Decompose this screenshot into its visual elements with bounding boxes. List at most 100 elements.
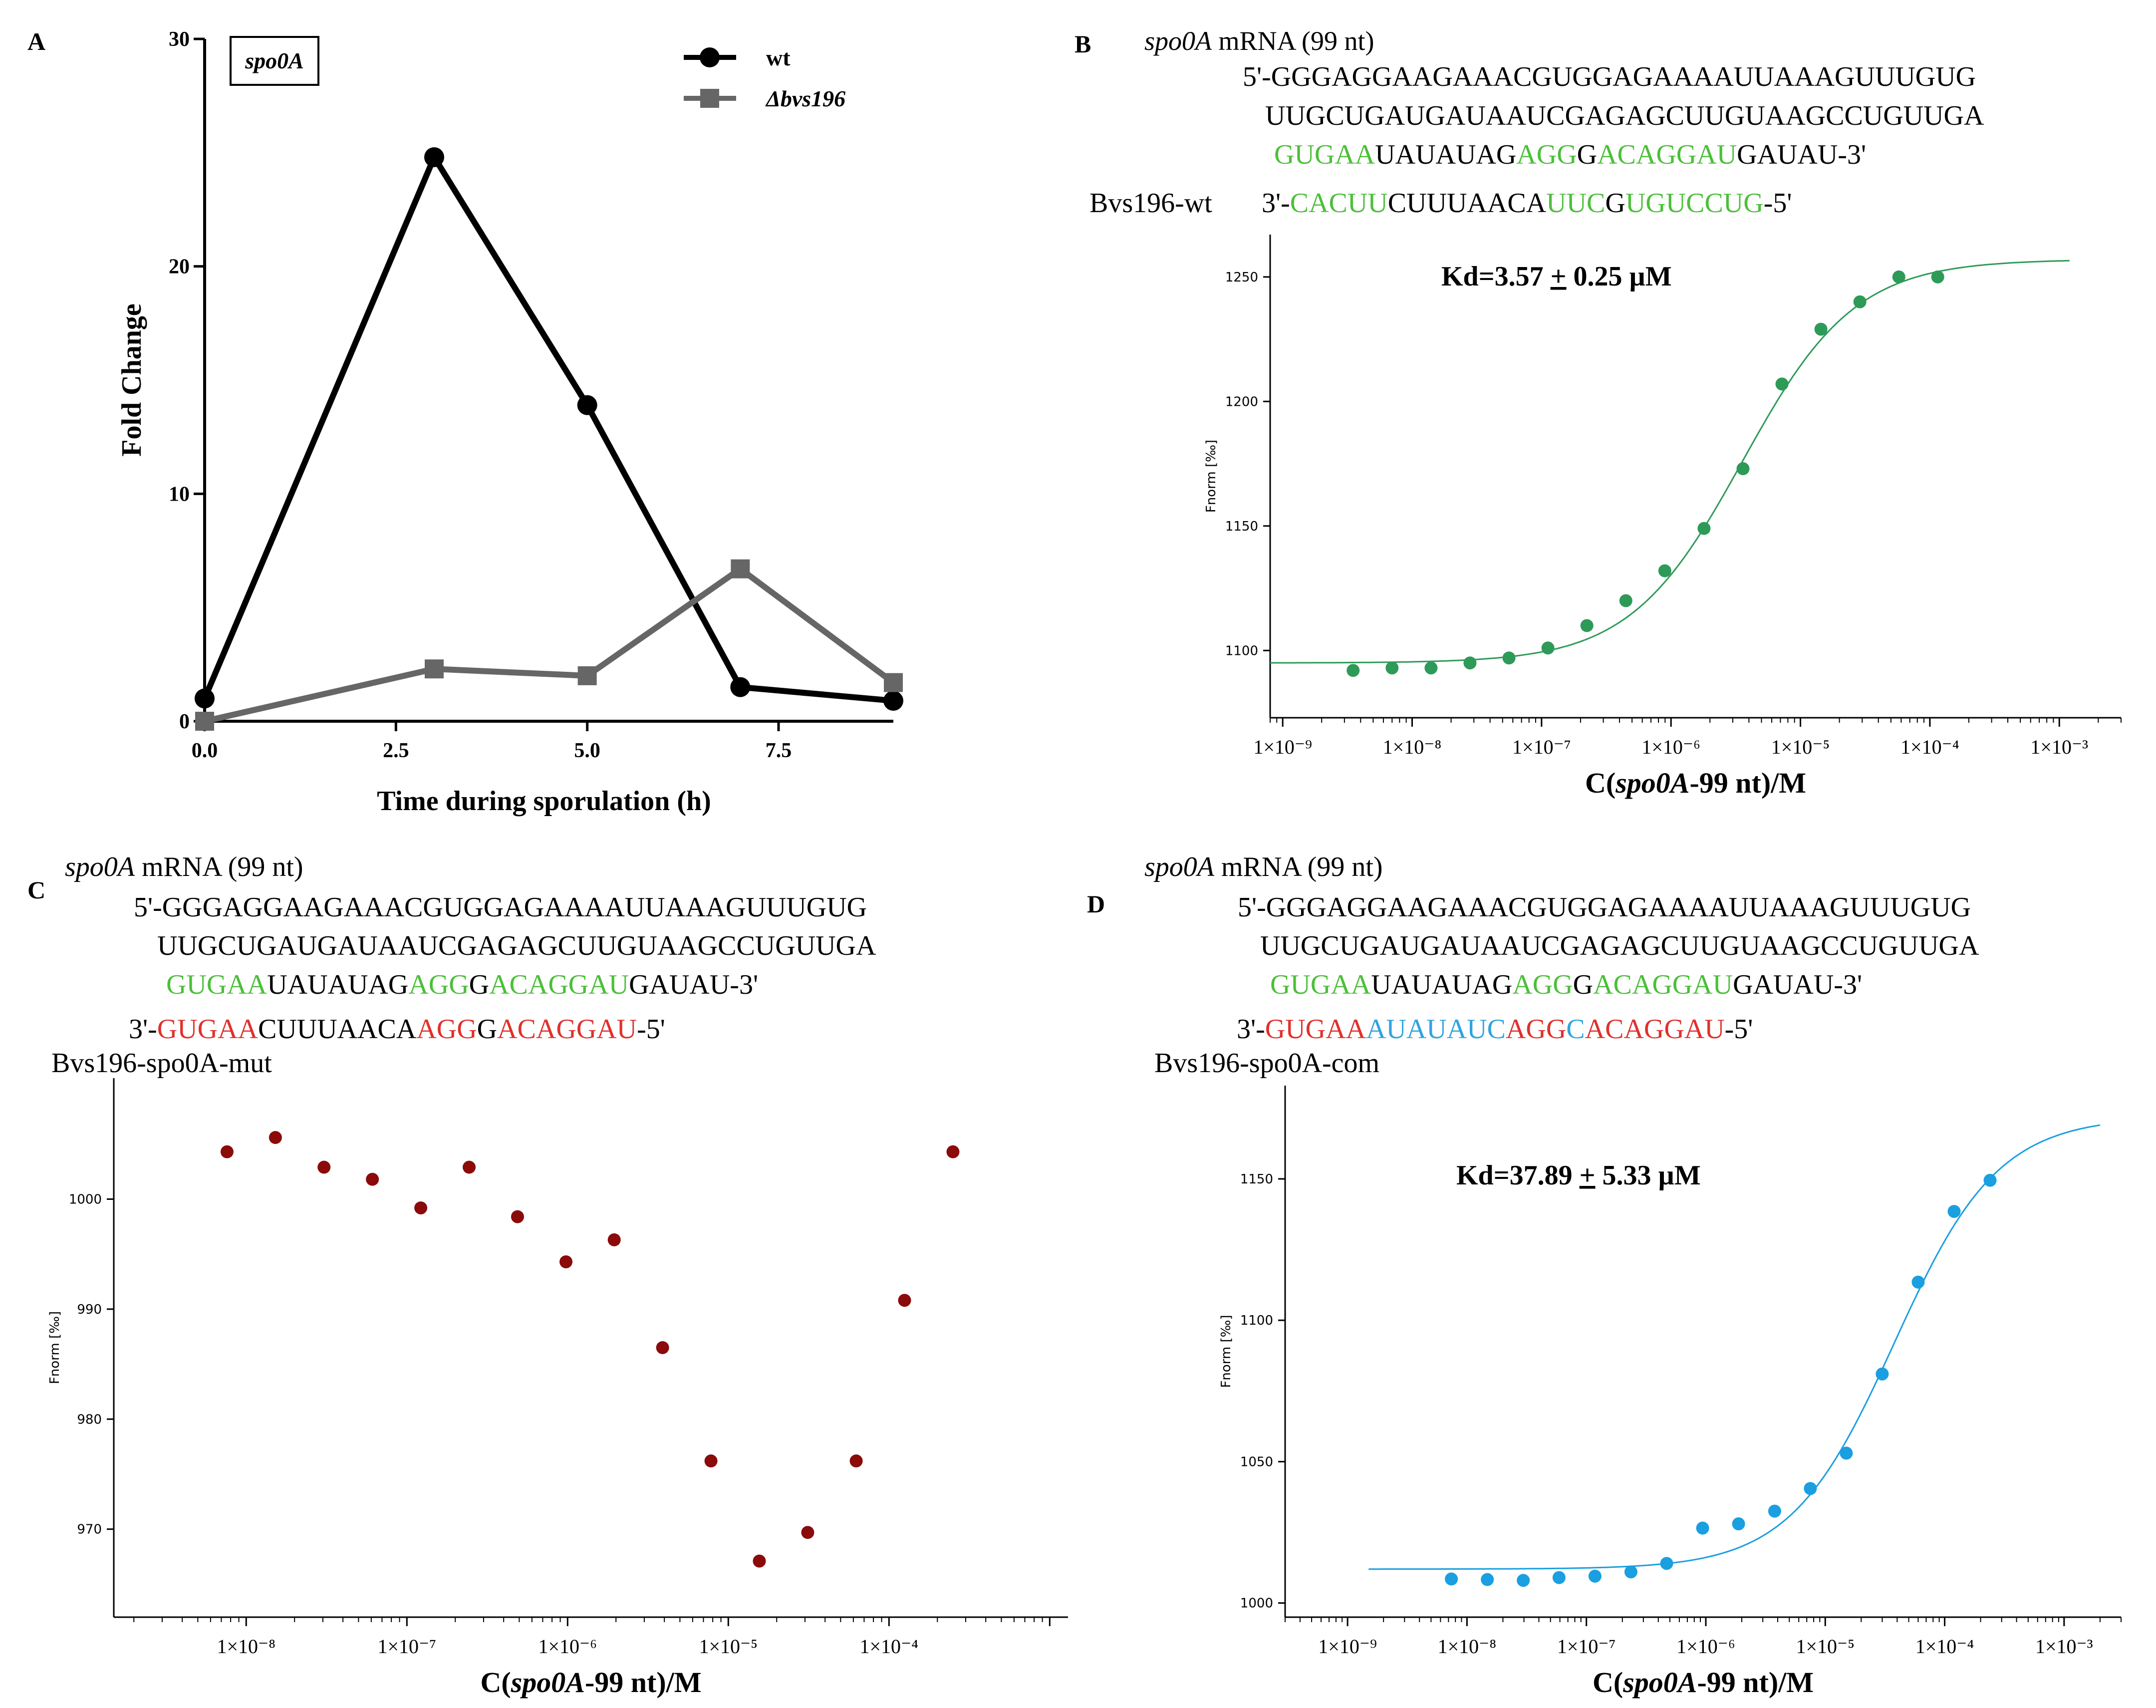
data-point [1814,322,1828,336]
data-point [1463,656,1477,670]
x-tick-label: 1×10⁻⁷ [1512,736,1571,758]
x-axis-label: Time during sporulation (h) [377,786,711,817]
y-tick-label: 30 [169,28,190,51]
data-point [1347,664,1360,677]
legend-mut-label: Δbvs196 [765,86,845,111]
panel-b: B spo0A mRNA (99 nt) 5'-GGGAGGAAGAAACGUG… [1075,26,2122,799]
data-point [220,1145,234,1158]
x-axis-label: C(spo0A-99 nt)/M [480,1666,701,1699]
chart-d: 1000 1050 1100 1150 1×10⁻⁹ 1×10⁻⁸ 1×10⁻⁷ 1×10⁻⁶… [1219,1086,2122,1699]
data-point [884,673,903,692]
y-tick-label: 1100 [1225,643,1258,658]
data-point [849,1454,863,1468]
chart-a: 0 10 20 30 0.0 2.5 5.0 7.5 Time during sporulati… [116,28,903,817]
y-tick-label: 990 [77,1302,102,1317]
x-tick-label: 1×10⁻⁷ [377,1635,436,1658]
y-axis-label: Fold Change [116,303,147,457]
data-point [1892,270,1905,284]
x-tick-label: 1×10⁻⁹ [1318,1635,1377,1658]
x-tick-label: 1×10⁻⁵ [1771,736,1830,758]
data-point [1840,1446,1853,1460]
y-tick-label: 1250 [1225,270,1258,285]
legend-a: wt Δbvs196 [684,45,845,111]
data-point [1481,1573,1494,1586]
data-point [577,666,597,685]
data-point [1876,1367,1889,1381]
data-point [424,147,444,167]
data-point [577,395,597,415]
data-point [801,1526,814,1539]
data-point [730,677,751,697]
data-point [1624,1565,1637,1579]
y-tick-label: 1200 [1225,394,1258,409]
x-tick-label: 1×10⁻⁸ [1383,736,1442,758]
x-tick-label: 1×10⁻⁹ [1253,736,1312,758]
data-point [559,1255,573,1269]
fit-curve [1270,260,2070,664]
data-point [731,559,750,578]
data-point [607,1233,621,1246]
rna-sequence: 3'-GUGAACUUUAACAAGGGACAGGAU-5' [129,1014,665,1045]
x-tick-label: 1×10⁻⁴ [859,1635,918,1658]
y-tick-label: 20 [169,256,190,279]
data-point [1696,1521,1709,1535]
data-point [425,659,444,679]
data-point [1775,377,1789,391]
rna-label: Bvs196-wt [1089,188,1212,219]
chart-c: 970 980 990 1000 1×10⁻⁸ 1×10⁻⁷ 1×10⁻⁶ 1×10⁻⁵ 1×1… [47,1078,1068,1699]
data-point [1768,1504,1781,1518]
y-tick-label: 970 [77,1522,102,1537]
data-point [195,712,214,731]
data-point [1736,462,1750,476]
x-tick-label: 1×10⁻⁸ [1438,1635,1497,1658]
mrna-line-2: UUGCUGAUGAUAAUCGAGAGCUUGUAAGCCUGUUGA [1260,930,1979,961]
panel-a: A spo0A 0 10 20 30 0.0 2.5 5.0 7.5 Time during s… [27,27,903,817]
data-point [1588,1569,1602,1583]
gene-label: spo0A [245,48,304,73]
x-tick-label: 1×10⁻³ [2030,736,2088,758]
sequence-title: spo0A mRNA (99 nt) [65,852,303,882]
y-axis-label: Fnorm [‰] [47,1311,62,1384]
data-point [753,1554,766,1568]
data-point [1580,619,1594,632]
data-point [195,688,215,709]
panel-d-letter: D [1087,890,1105,918]
data-point [656,1341,669,1354]
y-tick-label: 0 [179,710,190,733]
data-point [1911,1275,1925,1289]
mrna-line-3: GUGAAUAUAUAGAGGGACAGGAUGAUAU-3' [1270,969,1862,1000]
y-tick-label: 1000 [1240,1596,1273,1611]
data-point [1697,522,1711,535]
x-tick-label: 5.0 [574,739,600,762]
rna-sequence: 3'-GUGAAAUAUAUCAGGCACAGGAU-5' [1237,1014,1753,1045]
x-tick-label: 1×10⁻⁷ [1557,1635,1616,1658]
y-tick-label: 1000 [69,1192,102,1207]
mrna-line-1: 5'-GGGAGGAAGAAACGUGGAGAAAAUUAAAGUUUGUG [1243,61,1976,92]
series-line-1 [204,565,895,724]
y-tick-label: 1100 [1240,1313,1273,1328]
x-tick-label: 2.5 [383,739,409,762]
rna-sequence: 3'-CACUUCUUUAACAUUCGUGUCCUG-5' [1262,188,1792,219]
fit-curve [1368,1124,2101,1570]
y-tick-label: 1150 [1240,1172,1273,1187]
data-point [511,1210,524,1223]
x-axis-label: C(spo0A-99 nt)/M [1585,767,1806,799]
x-tick-label: 1×10⁻⁴ [1915,1635,1974,1658]
mrna-line-1: 5'-GGGAGGAAGAAACGUGGAGAAAAUUAAAGUUUGUG [134,892,867,923]
legend-wt-label: wt [766,45,791,70]
x-tick-label: 1×10⁻⁴ [1900,736,1959,758]
kd-value: Kd=3.57 + 0.25 µM [1441,261,1672,292]
x-tick-label: 0.0 [192,739,218,762]
data-point [317,1160,331,1174]
data-point [1385,661,1399,675]
data-point [1619,594,1632,607]
x-tick-label: 1×10⁻⁶ [1641,736,1700,758]
sequence-title: spo0A mRNA (99 nt) [1144,852,1383,882]
panel-b-letter: B [1075,30,1091,58]
x-axis-label: C(spo0A-99 nt)/M [1593,1666,1814,1699]
mrna-line-3: GUGAAUAUAUAGAGGGACAGGAUGAUAU-3' [1274,139,1866,170]
panel-c-letter: C [27,876,45,904]
y-axis-label: Fnorm [‰] [1204,440,1219,513]
data-point [946,1145,960,1158]
